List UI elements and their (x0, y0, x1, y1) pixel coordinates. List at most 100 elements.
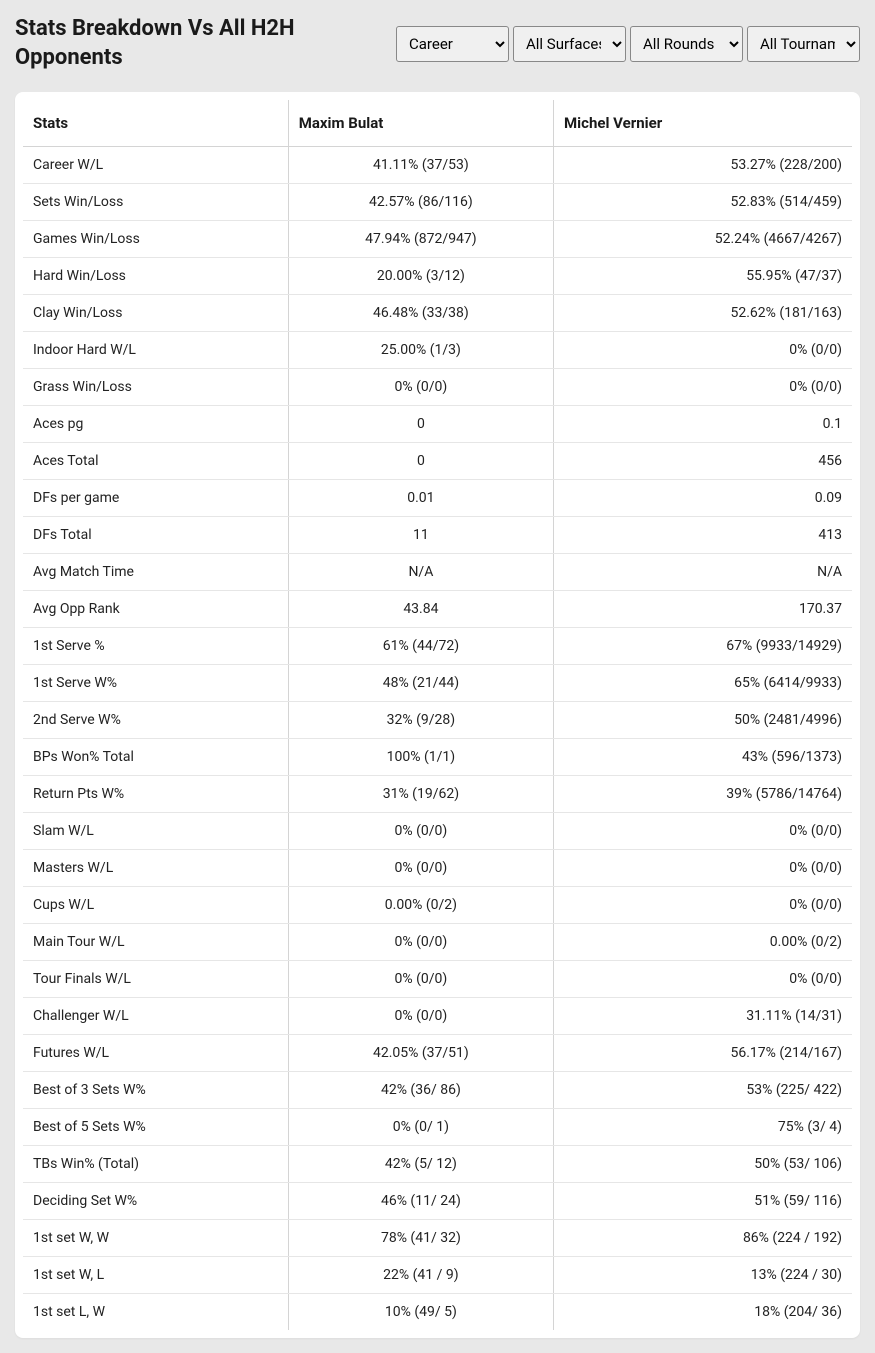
player2-value: 0% (0/0) (554, 887, 852, 924)
player2-value: 0% (0/0) (554, 332, 852, 369)
table-header-row: Stats Maxim Bulat Michel Vernier (23, 100, 852, 147)
stat-label: 1st set W, L (23, 1257, 288, 1294)
player1-value: 31% (19/62) (288, 776, 553, 813)
table-row: Avg Match TimeN/AN/A (23, 554, 852, 591)
player2-value: 18% (204/ 36) (554, 1294, 852, 1331)
player1-value: 42% (36/ 86) (288, 1072, 553, 1109)
player2-value: 0.00% (0/2) (554, 924, 852, 961)
stat-label: Return Pts W% (23, 776, 288, 813)
player2-value: 53% (225/ 422) (554, 1072, 852, 1109)
player2-value: 39% (5786/14764) (554, 776, 852, 813)
stat-label: Masters W/L (23, 850, 288, 887)
stat-label: Clay Win/Loss (23, 295, 288, 332)
table-row: Challenger W/L0% (0/0)31.11% (14/31) (23, 998, 852, 1035)
table-row: DFs per game0.010.09 (23, 480, 852, 517)
player1-value: 100% (1/1) (288, 739, 553, 776)
player1-value: 0% (0/0) (288, 998, 553, 1035)
player1-value: 0 (288, 406, 553, 443)
table-row: Main Tour W/L0% (0/0)0.00% (0/2) (23, 924, 852, 961)
player1-value: 0 (288, 443, 553, 480)
period-select[interactable]: Career (396, 26, 509, 62)
player1-value: N/A (288, 554, 553, 591)
stat-label: 2nd Serve W% (23, 702, 288, 739)
table-row: 1st set W, W78% (41/ 32)86% (224 / 192) (23, 1220, 852, 1257)
table-row: Tour Finals W/L0% (0/0)0% (0/0) (23, 961, 852, 998)
player1-value: 61% (44/72) (288, 628, 553, 665)
table-row: Grass Win/Loss0% (0/0)0% (0/0) (23, 369, 852, 406)
player2-value: 52.62% (181/163) (554, 295, 852, 332)
player2-value: 43% (596/1373) (554, 739, 852, 776)
player2-value: 86% (224 / 192) (554, 1220, 852, 1257)
stat-label: Challenger W/L (23, 998, 288, 1035)
table-row: Aces pg00.1 (23, 406, 852, 443)
tournament-select[interactable]: All Tournaments (747, 26, 860, 62)
player1-value: 42.57% (86/116) (288, 184, 553, 221)
table-row: Aces Total0456 (23, 443, 852, 480)
table-row: DFs Total11413 (23, 517, 852, 554)
page-title: Stats Breakdown Vs All H2H Opponents (15, 15, 345, 72)
col-header-player2: Michel Vernier (554, 100, 852, 147)
table-row: Return Pts W%31% (19/62)39% (5786/14764) (23, 776, 852, 813)
table-row: Best of 3 Sets W%42% (36/ 86)53% (225/ 4… (23, 1072, 852, 1109)
table-row: 1st Serve W%48% (21/44)65% (6414/9933) (23, 665, 852, 702)
player1-value: 0.00% (0/2) (288, 887, 553, 924)
player2-value: 51% (59/ 116) (554, 1183, 852, 1220)
stat-label: Sets Win/Loss (23, 184, 288, 221)
stat-label: Best of 3 Sets W% (23, 1072, 288, 1109)
player2-value: 413 (554, 517, 852, 554)
table-row: Deciding Set W%46% (11/ 24)51% (59/ 116) (23, 1183, 852, 1220)
stats-table-container: Stats Maxim Bulat Michel Vernier Career … (15, 92, 860, 1338)
stat-label: Grass Win/Loss (23, 369, 288, 406)
table-row: Avg Opp Rank43.84170.37 (23, 591, 852, 628)
table-row: Futures W/L42.05% (37/51)56.17% (214/167… (23, 1035, 852, 1072)
stat-label: Career W/L (23, 147, 288, 184)
player1-value: 0% (0/0) (288, 961, 553, 998)
player1-value: 25.00% (1/3) (288, 332, 553, 369)
table-row: Games Win/Loss47.94% (872/947)52.24% (46… (23, 221, 852, 258)
player1-value: 78% (41/ 32) (288, 1220, 553, 1257)
player2-value: 65% (6414/9933) (554, 665, 852, 702)
player1-value: 46.48% (33/38) (288, 295, 553, 332)
table-row: Slam W/L0% (0/0)0% (0/0) (23, 813, 852, 850)
table-row: 2nd Serve W%32% (9/28)50% (2481/4996) (23, 702, 852, 739)
player2-value: 56.17% (214/167) (554, 1035, 852, 1072)
col-header-player1: Maxim Bulat (288, 100, 553, 147)
stat-label: Avg Match Time (23, 554, 288, 591)
player2-value: 456 (554, 443, 852, 480)
stat-label: Best of 5 Sets W% (23, 1109, 288, 1146)
stat-label: 1st Serve % (23, 628, 288, 665)
stats-table: Stats Maxim Bulat Michel Vernier Career … (23, 100, 852, 1330)
player2-value: 0% (0/0) (554, 961, 852, 998)
stat-label: TBs Win% (Total) (23, 1146, 288, 1183)
table-row: Cups W/L0.00% (0/2)0% (0/0) (23, 887, 852, 924)
player2-value: 0% (0/0) (554, 850, 852, 887)
stat-label: Games Win/Loss (23, 221, 288, 258)
player1-value: 0% (0/0) (288, 813, 553, 850)
player2-value: 0% (0/0) (554, 369, 852, 406)
table-row: Sets Win/Loss42.57% (86/116)52.83% (514/… (23, 184, 852, 221)
player1-value: 0% (0/0) (288, 924, 553, 961)
stat-label: DFs Total (23, 517, 288, 554)
player2-value: 52.83% (514/459) (554, 184, 852, 221)
player2-value: 31.11% (14/31) (554, 998, 852, 1035)
player2-value: 13% (224 / 30) (554, 1257, 852, 1294)
player1-value: 48% (21/44) (288, 665, 553, 702)
player2-value: 75% (3/ 4) (554, 1109, 852, 1146)
stat-label: 1st Serve W% (23, 665, 288, 702)
table-row: TBs Win% (Total)42% (5/ 12)50% (53/ 106) (23, 1146, 852, 1183)
stat-label: Cups W/L (23, 887, 288, 924)
surface-select[interactable]: All Surfaces (513, 26, 626, 62)
player1-value: 0.01 (288, 480, 553, 517)
stat-label: Futures W/L (23, 1035, 288, 1072)
player1-value: 42.05% (37/51) (288, 1035, 553, 1072)
filter-bar: Career All Surfaces All Rounds All Tourn… (396, 26, 860, 62)
player1-value: 10% (49/ 5) (288, 1294, 553, 1331)
table-row: Clay Win/Loss46.48% (33/38)52.62% (181/1… (23, 295, 852, 332)
table-row: Career W/L41.11% (37/53)53.27% (228/200) (23, 147, 852, 184)
player2-value: 67% (9933/14929) (554, 628, 852, 665)
stat-label: 1st set L, W (23, 1294, 288, 1331)
player1-value: 0% (0/0) (288, 850, 553, 887)
stat-label: Main Tour W/L (23, 924, 288, 961)
table-row: 1st set W, L22% (41 / 9)13% (224 / 30) (23, 1257, 852, 1294)
rounds-select[interactable]: All Rounds (630, 26, 743, 62)
